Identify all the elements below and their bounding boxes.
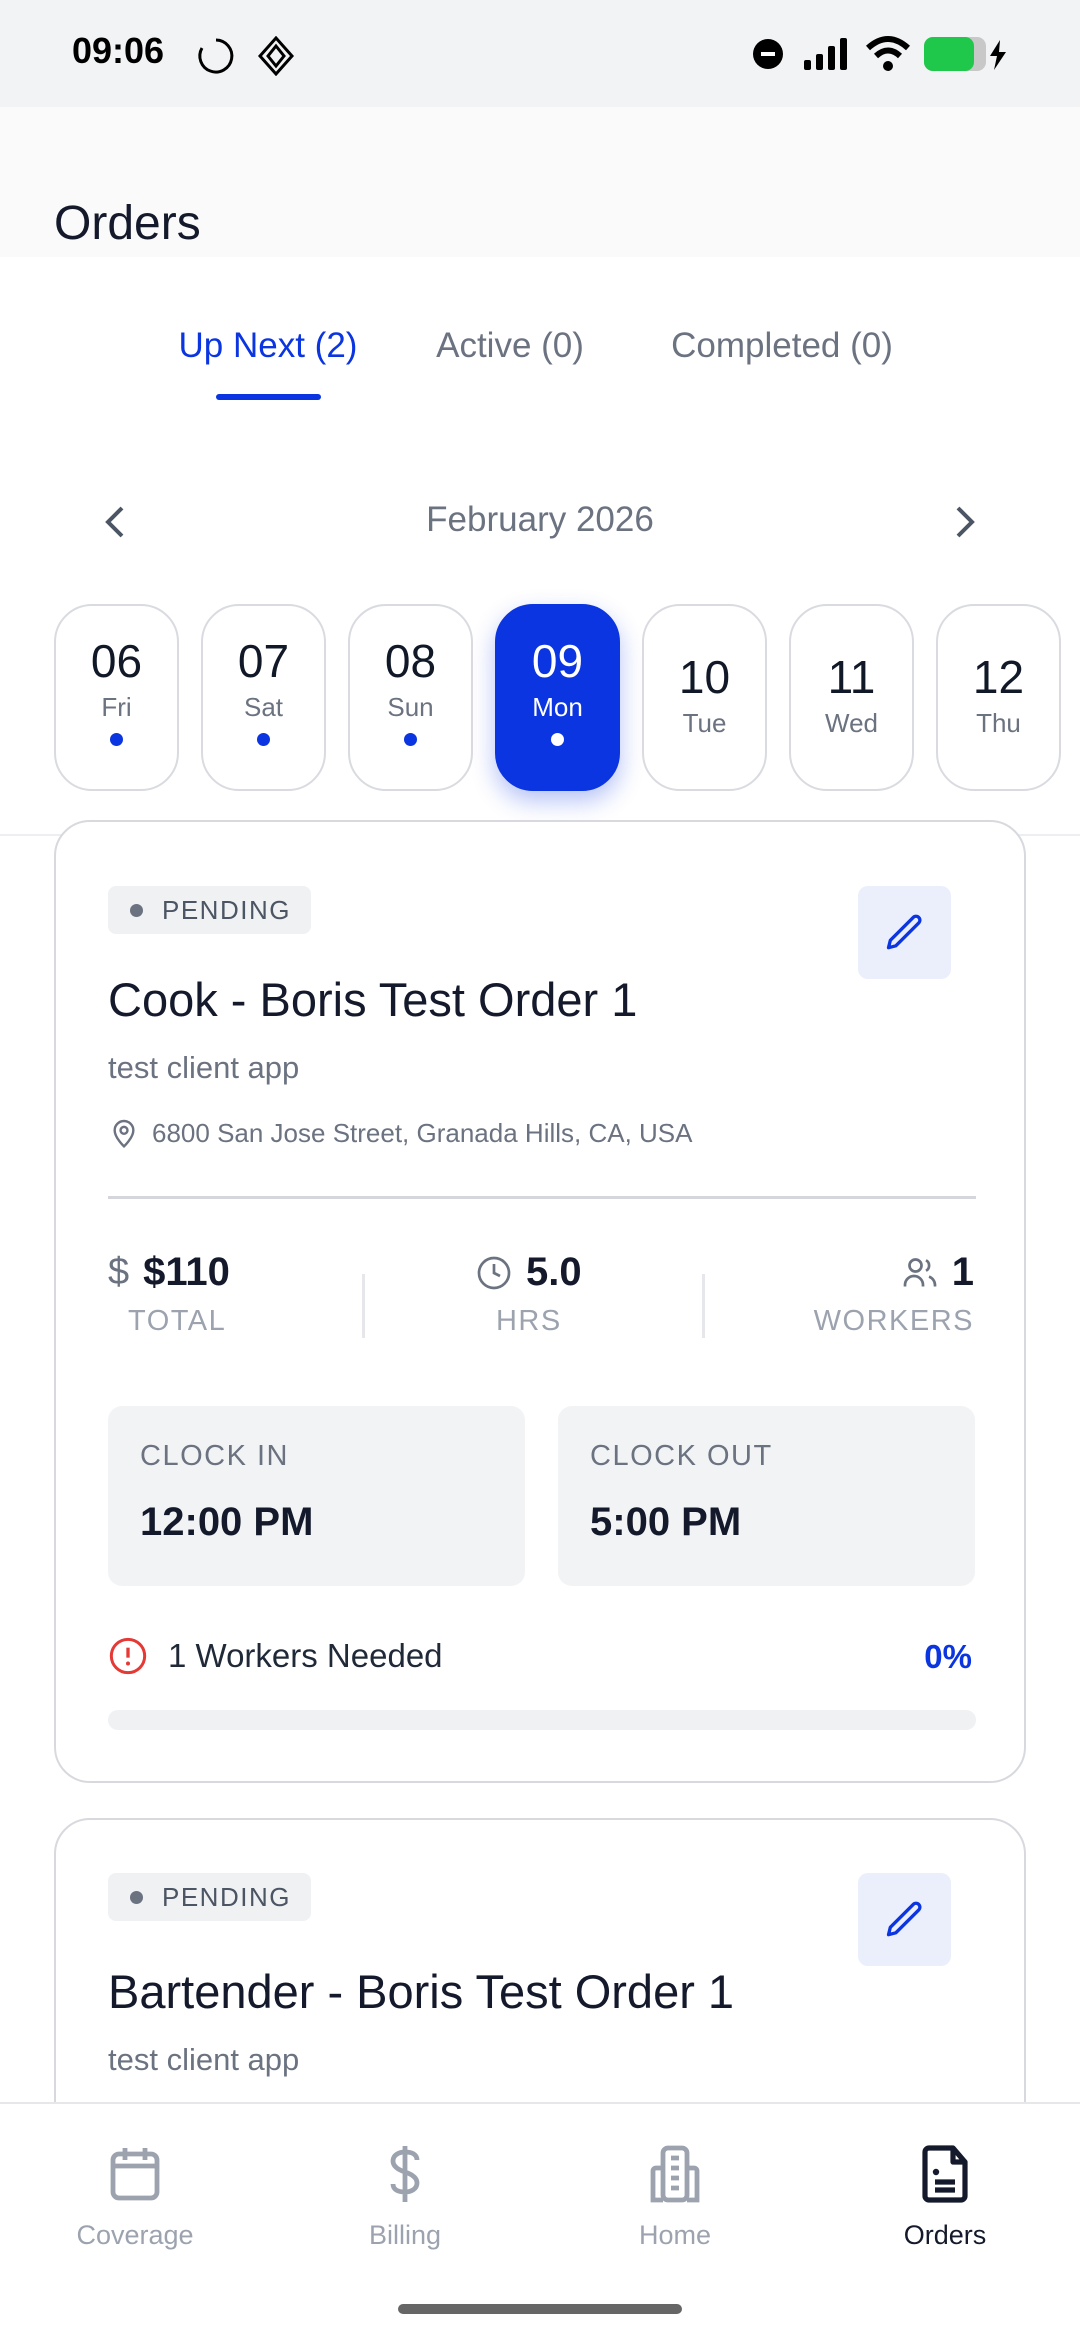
has-orders-dot: [257, 733, 270, 746]
client-name: test client app: [108, 1050, 300, 1085]
workers-needed-text: 1 Workers Needed: [168, 1637, 443, 1674]
nav-coverage[interactable]: Coverage: [0, 2144, 270, 2251]
date-pill-10[interactable]: 10 Tue: [642, 604, 767, 791]
separator: [702, 1274, 705, 1338]
status-badge: PENDING: [108, 886, 311, 934]
status-bar: 09:06: [0, 0, 1080, 107]
nav-label: Coverage: [76, 2220, 194, 2250]
workers-needed: 1 Workers Needed: [108, 1636, 443, 1676]
date-number: 09: [531, 635, 584, 687]
hours-value: 5.0: [526, 1250, 582, 1294]
has-orders-dot: [551, 733, 564, 746]
header: [0, 107, 1080, 257]
status-time: 09:06: [72, 30, 165, 71]
has-orders-dot: [110, 733, 123, 746]
nav-label: Billing: [368, 2220, 442, 2250]
home-indicator[interactable]: [398, 2304, 682, 2314]
nav-home[interactable]: Home: [540, 2144, 810, 2251]
stat-total: $ $110 TOTAL: [108, 1250, 230, 1338]
order-title: Cook - Boris Test Order 1: [108, 973, 638, 1026]
stat-hours: 5.0 HRS: [476, 1250, 582, 1338]
nav-label: Orders: [903, 2220, 987, 2250]
client-name: test client app: [108, 2042, 300, 2077]
pencil-icon: [886, 914, 922, 949]
address-text: 6800 San Jose Street, Granada Hills, CA,…: [152, 1117, 693, 1148]
location-pin-icon: [113, 1119, 135, 1148]
total-value: $110: [143, 1250, 230, 1294]
nav-label: Home: [638, 2220, 712, 2250]
clock-out-label: CLOCK OUT: [590, 1440, 773, 1472]
wifi-icon: [866, 36, 910, 71]
tab-up-next[interactable]: Up Next (2): [178, 326, 358, 365]
clock-out-box: CLOCK OUT 5:00 PM: [558, 1406, 975, 1586]
day-of-week: Wed: [825, 708, 878, 738]
day-of-week: Mon: [532, 692, 583, 722]
date-pill-07[interactable]: 07 Sat: [201, 604, 326, 791]
chevron-left-icon[interactable]: [96, 500, 136, 544]
active-tab-indicator: [216, 394, 321, 400]
building-icon: [650, 2145, 700, 2203]
tab-active[interactable]: Active (0): [436, 326, 584, 365]
edit-button[interactable]: [858, 1873, 951, 1966]
has-orders-dot: [404, 733, 417, 746]
date-pill-09[interactable]: 09 Mon: [495, 604, 620, 791]
date-number: 06: [90, 635, 143, 687]
fill-percent: 0%: [924, 1638, 972, 1675]
clock-in-box: CLOCK IN 12:00 PM: [108, 1406, 525, 1586]
fill-progress-bar: [108, 1710, 976, 1730]
loading-icon: [198, 38, 234, 74]
date-pill-06[interactable]: 06 Fri: [54, 604, 179, 791]
dnd-icon: [753, 39, 783, 69]
day-of-week: Fri: [101, 692, 132, 722]
users-icon: [903, 1257, 937, 1286]
dollar-icon: [390, 2146, 420, 2202]
battery-charging-icon: [924, 37, 1006, 71]
workers-value: 1: [951, 1250, 974, 1294]
separator: [362, 1274, 365, 1338]
month-label: February 2026: [426, 500, 654, 539]
clock-out-time: 5:00 PM: [590, 1500, 742, 1544]
dollar-icon: $: [108, 1251, 130, 1293]
date-pill-12[interactable]: 12 Thu: [936, 604, 1061, 791]
nav-orders[interactable]: Orders: [810, 2144, 1080, 2251]
clock-icon: [477, 1256, 511, 1289]
status-badge: PENDING: [108, 1873, 311, 1921]
signal-icon: [804, 38, 847, 70]
total-label: TOTAL: [128, 1305, 227, 1337]
date-number: 07: [237, 635, 290, 687]
document-icon: [922, 2145, 968, 2203]
tab-completed[interactable]: Completed (0): [671, 326, 893, 365]
divider: [108, 1196, 976, 1199]
workers-label: WORKERS: [813, 1305, 974, 1337]
alert-circle-icon: [109, 1637, 147, 1675]
edit-button[interactable]: [858, 886, 951, 979]
date-pill-08[interactable]: 08 Sun: [348, 604, 473, 791]
calendar-icon: [110, 2148, 160, 2201]
date-number: 12: [972, 651, 1025, 703]
date-number: 11: [827, 651, 876, 703]
date-number: 10: [678, 651, 731, 703]
date-pill-11[interactable]: 11 Wed: [789, 604, 914, 791]
day-of-week: Tue: [682, 708, 727, 738]
day-of-week: Sat: [243, 692, 284, 722]
page-title: Orders: [54, 197, 201, 250]
date-number: 08: [384, 635, 437, 687]
bottom-nav: Coverage Billing Home Orders: [0, 2102, 1080, 2340]
order-title: Bartender - Boris Test Order 1: [108, 1965, 735, 2018]
day-of-week: Sun: [387, 692, 434, 722]
address: 6800 San Jose Street, Granada Hills, CA,…: [108, 1116, 693, 1150]
stat-workers: 1 WORKERS: [814, 1250, 974, 1338]
clock-in-label: CLOCK IN: [140, 1440, 289, 1472]
nav-billing[interactable]: Billing: [270, 2144, 540, 2251]
chevron-right-icon[interactable]: [944, 500, 984, 544]
clock-in-time: 12:00 PM: [140, 1500, 314, 1544]
app-notification-icon: [257, 36, 295, 76]
pencil-icon: [886, 1901, 922, 1936]
order-card[interactable]: PENDING Cook - Boris Test Order 1 test c…: [54, 820, 1026, 1783]
hours-label: HRS: [495, 1305, 562, 1337]
day-of-week: Thu: [976, 708, 1021, 738]
